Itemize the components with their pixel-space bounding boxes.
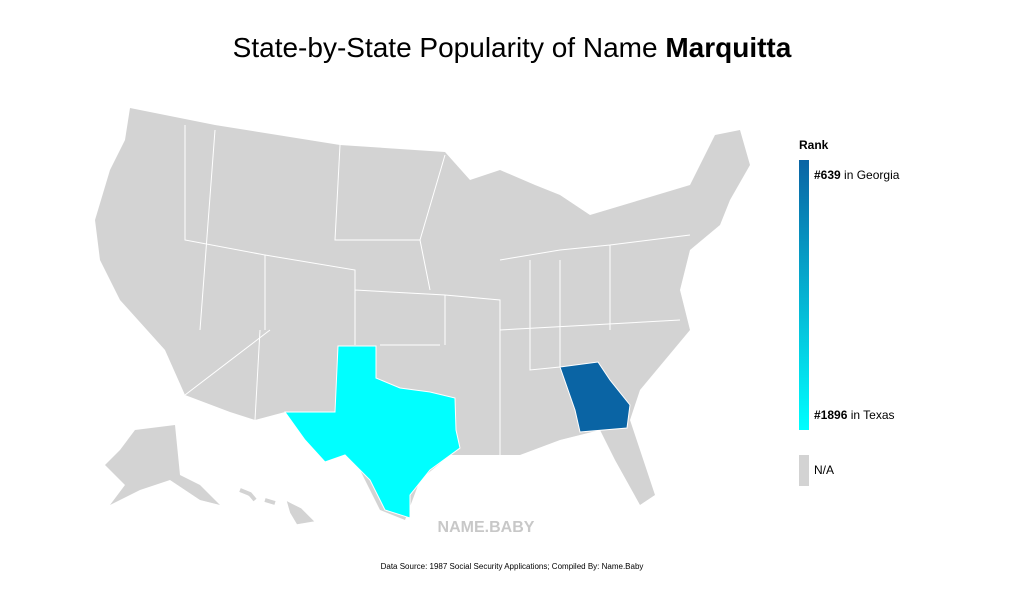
source: Data Source: 1987 Social Security Applic… (381, 562, 644, 571)
na-label: N/A (814, 463, 834, 477)
georgia (559, 361, 631, 433)
color-scale (799, 160, 809, 430)
state-borders (184, 125, 691, 455)
na-swatch (799, 455, 809, 486)
legend-title: Rank (799, 138, 829, 152)
legend-top-state: in Georgia (844, 168, 900, 182)
legend-bottom-label: #1896 in Texas (814, 408, 895, 422)
legend-bottom-rank: #1896 (814, 408, 848, 422)
legend-bottom-state: in Texas (851, 408, 895, 422)
alaska (105, 425, 220, 505)
title: State-by-State Popularity of Name Marqui… (233, 32, 792, 63)
legend: Rank #639 in Georgia #1896 in Texas N/A (799, 138, 900, 486)
us-map (95, 108, 750, 525)
hawaii (239, 488, 315, 525)
title-name: Marquitta (665, 32, 791, 63)
legend-top-rank: #639 (814, 168, 841, 182)
title-text: State-by-State Popularity of Name (233, 32, 658, 63)
watermark: NAME.BABY (438, 519, 535, 536)
texas (284, 345, 461, 519)
legend-top-label: #639 in Georgia (814, 168, 900, 182)
